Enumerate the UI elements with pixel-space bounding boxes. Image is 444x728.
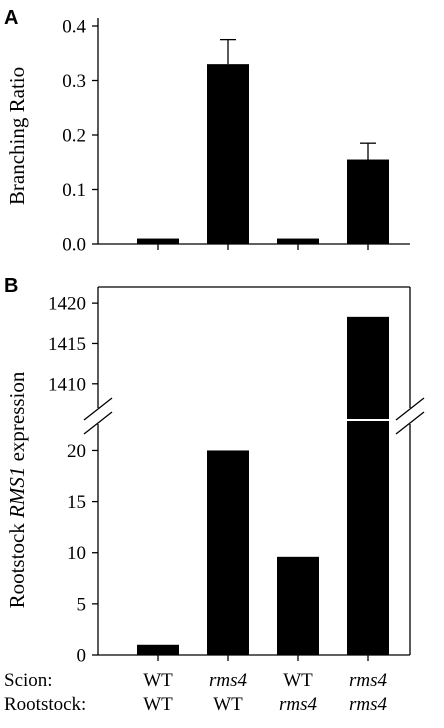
scion-category-label: WT — [283, 670, 313, 691]
panel-b-upper-y-tick-label: 1410 — [48, 374, 86, 395]
panel-b-y-axis-label: Rootstock RMS1 expression — [5, 371, 29, 608]
panel-b-label: B — [4, 275, 18, 297]
panel-b-left-break-mark-2 — [83, 411, 113, 435]
panel-b-upper-y-tick-label: 1420 — [48, 294, 86, 315]
scion-category-label: WT — [143, 670, 173, 691]
rootstock-category-label: rms4 — [349, 694, 388, 715]
panel-a-y-tick-label: 0.1 — [62, 180, 86, 201]
panel-a-label: A — [4, 7, 18, 29]
panel-b-right-break-mark-1 — [395, 397, 425, 421]
panel-b-lower-y-tick-label: 0 — [77, 646, 87, 667]
panel-a-bar — [207, 64, 249, 245]
panel-b-left-break-mark-1 — [83, 397, 113, 421]
panel-b-bar — [137, 644, 179, 655]
panel-b-y-axis-label-gene: RMS1 — [5, 467, 29, 519]
panel-b-upper-y-tick-label: 1415 — [48, 334, 86, 355]
rootstock-category-label: WT — [213, 694, 243, 715]
panel-a: A Branching Ratio 0.0 0.1 0.2 0.3 0.4 — [4, 7, 410, 256]
panel-b-bar — [207, 450, 249, 655]
panel-b-bar-upper-segment — [347, 316, 389, 419]
panel-b-bar — [347, 421, 389, 655]
panel-b-bar — [277, 556, 319, 655]
scion-category-label: rms4 — [209, 670, 248, 691]
rootstock-category-label: rms4 — [279, 694, 318, 715]
panel-b-lower-y-tick-label: 10 — [67, 543, 86, 564]
panel-b-y-axis-label-part1: Rootstock — [5, 518, 29, 608]
panel-b-right-break-mark-2 — [395, 411, 425, 435]
rootstock-row-label: Rootstock: — [4, 694, 86, 715]
panel-a-bar — [137, 238, 179, 244]
panel-b-lower-y-tick-label: 15 — [67, 492, 86, 513]
panel-a-y-tick-label: 0.2 — [62, 126, 86, 147]
category-labels: Scion: Rootstock: WT rms4 WT rms4 WT WT rms4 rm… — [4, 670, 388, 715]
rootstock-category-label: WT — [143, 694, 173, 715]
panel-b-lower-y-tick-label: 5 — [77, 594, 87, 615]
panel-a-y-tick-label: 0.0 — [62, 235, 86, 256]
panel-b-lower-y-tick-label: 20 — [67, 441, 86, 462]
panel-a-y-axis-label: Branching Ratio — [5, 67, 29, 205]
panel-a-y-tick-label: 0.4 — [62, 17, 86, 38]
panel-b: B Rootstock RMS1 expression 0 5 10 15 20 1410… — [4, 275, 425, 667]
panel-b-y-axis-label-part3: expression — [5, 371, 29, 467]
panel-a-y-tick-label: 0.3 — [62, 71, 86, 92]
panel-a-bar — [347, 159, 389, 244]
scion-category-label: rms4 — [349, 670, 388, 691]
scion-row-label: Scion: — [4, 670, 53, 691]
panel-a-bar — [277, 238, 319, 244]
